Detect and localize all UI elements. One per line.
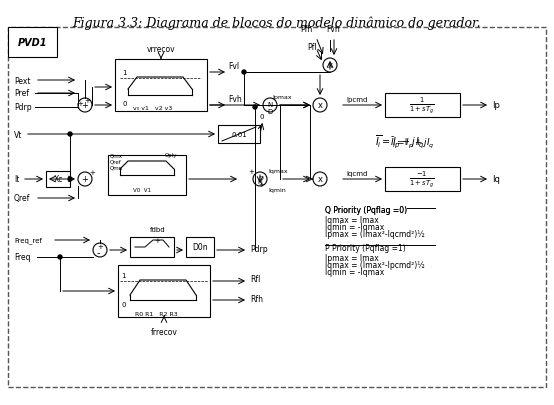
- Text: fdbd: fdbd: [150, 226, 166, 232]
- Text: +: +: [77, 101, 83, 107]
- Text: Fvl: Fvl: [228, 62, 239, 71]
- Circle shape: [68, 177, 72, 181]
- Text: vrrecov: vrrecov: [147, 45, 175, 54]
- Text: Fvh: Fvh: [228, 95, 242, 104]
- Circle shape: [242, 71, 246, 75]
- Text: +: +: [97, 243, 103, 249]
- Text: $\frac{1}{1+sT_g}$: $\frac{1}{1+sT_g}$: [409, 96, 435, 116]
- Text: Iqmin = -Iqmax: Iqmin = -Iqmax: [325, 222, 384, 231]
- Circle shape: [58, 256, 62, 259]
- Text: Pref: Pref: [14, 89, 29, 98]
- Text: x: x: [317, 175, 322, 184]
- Text: Figura 3.3: Diagrama de blocos do modelo dinâmico do gerador.: Figura 3.3: Diagrama de blocos do modelo…: [73, 16, 481, 30]
- Text: x: x: [317, 101, 322, 110]
- Text: Pfh: Pfh: [300, 25, 312, 34]
- Text: Ipmax = (Imax²-Iqcmd²)½: Ipmax = (Imax²-Iqcmd²)½: [325, 230, 425, 239]
- Text: V0  V1: V0 V1: [133, 188, 151, 192]
- Text: Qmn: Qmn: [110, 164, 123, 170]
- Text: Iqmin = -Iqmax: Iqmin = -Iqmax: [325, 267, 384, 276]
- Text: x: x: [327, 61, 332, 70]
- Text: Rfl: Rfl: [250, 275, 260, 284]
- FancyBboxPatch shape: [108, 156, 186, 196]
- Text: Iqmax: Iqmax: [268, 168, 288, 174]
- Circle shape: [68, 133, 72, 136]
- Text: Pdrp: Pdrp: [14, 103, 32, 112]
- Text: $\overline{I_i} = I_p + j\, I_q$: $\overline{I_i} = I_p + j\, I_q$: [375, 133, 425, 150]
- Text: Q Priority (Pqflag =0): Q Priority (Pqflag =0): [325, 205, 407, 215]
- Text: 0: 0: [260, 114, 264, 120]
- Text: -: -: [97, 247, 100, 257]
- FancyBboxPatch shape: [218, 126, 260, 144]
- Text: Rfh: Rfh: [250, 294, 263, 303]
- Text: Ipmax: Ipmax: [272, 95, 291, 100]
- Text: +: +: [154, 237, 160, 243]
- Text: D0n: D0n: [192, 243, 208, 252]
- Text: Qmx: Qmx: [110, 153, 123, 158]
- Text: Iqcmd: Iqcmd: [346, 171, 368, 177]
- Text: Oply: Oply: [165, 153, 177, 158]
- Text: Ipcmd: Ipcmd: [346, 97, 368, 103]
- Text: +: +: [84, 98, 90, 104]
- Text: $\frac{-1}{1+sT_g}$: $\frac{-1}{1+sT_g}$: [409, 169, 435, 190]
- Text: Qref: Qref: [110, 159, 122, 164]
- FancyBboxPatch shape: [385, 168, 460, 192]
- Text: D: D: [268, 109, 273, 115]
- Text: Q Priority (Pqflag =0): Q Priority (Pqflag =0): [325, 205, 407, 215]
- Text: Vt: Vt: [14, 130, 22, 139]
- FancyBboxPatch shape: [115, 60, 207, 112]
- Text: N: N: [268, 102, 273, 108]
- Text: Iqmax = Imax: Iqmax = Imax: [325, 215, 379, 224]
- Text: Pfl: Pfl: [307, 43, 317, 52]
- Text: +: +: [81, 100, 89, 109]
- FancyBboxPatch shape: [186, 237, 214, 257]
- FancyBboxPatch shape: [46, 172, 70, 188]
- Text: R0 R1   R2 R3: R0 R1 R2 R3: [135, 311, 178, 316]
- Text: Freq: Freq: [14, 253, 30, 262]
- FancyBboxPatch shape: [130, 237, 174, 257]
- Text: Fvh: Fvh: [326, 25, 340, 34]
- Text: +: +: [258, 181, 264, 188]
- Text: Ipmax = Imax: Ipmax = Imax: [325, 254, 379, 262]
- FancyBboxPatch shape: [385, 94, 460, 118]
- Text: Xc: Xc: [53, 175, 63, 184]
- Text: +: +: [89, 170, 95, 175]
- Text: Pext: Pext: [14, 76, 30, 85]
- Text: P Priority (Pqflag =1): P Priority (Pqflag =1): [325, 243, 406, 252]
- Text: 1: 1: [121, 272, 126, 278]
- Text: Freq_ref: Freq_ref: [14, 237, 42, 244]
- FancyBboxPatch shape: [118, 265, 210, 317]
- Text: 0: 0: [121, 301, 126, 307]
- Text: D: D: [259, 175, 264, 180]
- Text: Qref: Qref: [14, 194, 30, 203]
- Text: +: +: [248, 168, 254, 175]
- Text: Iqmin: Iqmin: [268, 188, 286, 192]
- Text: frrecov: frrecov: [151, 327, 177, 336]
- Text: Pdrp: Pdrp: [250, 245, 268, 254]
- Text: N: N: [258, 180, 263, 185]
- Text: +: +: [81, 174, 89, 183]
- Text: PVD1: PVD1: [18, 38, 48, 48]
- Text: It: It: [14, 175, 19, 184]
- Text: $\bar{I}_i = I_p + jI_q$: $\bar{I}_i = I_p + jI_q$: [390, 135, 435, 150]
- Text: Ip: Ip: [492, 100, 500, 109]
- Text: 1: 1: [122, 70, 126, 76]
- Text: 0: 0: [122, 101, 126, 107]
- Text: Iq: Iq: [492, 174, 500, 183]
- Circle shape: [253, 106, 257, 110]
- Text: 0.01: 0.01: [231, 132, 247, 138]
- Text: Iqmax = (Imax²-Ipcmd²)½: Iqmax = (Imax²-Ipcmd²)½: [325, 260, 425, 269]
- Text: v₀ v1   v2 v3: v₀ v1 v2 v3: [133, 106, 172, 111]
